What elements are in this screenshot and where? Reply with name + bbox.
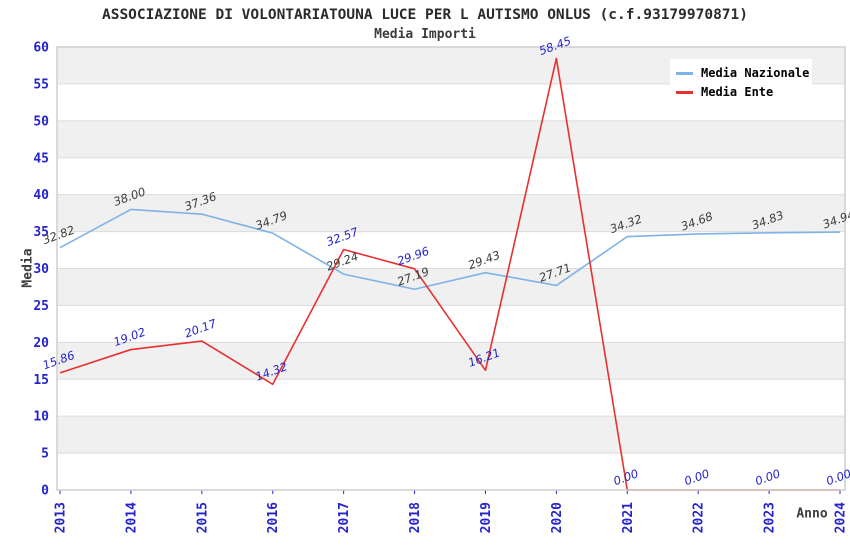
series-line-media-nazionale: [59, 208, 841, 291]
point-label: 0.00: [824, 466, 850, 488]
point-label: 0.00: [682, 466, 711, 488]
y-tick-label: 30: [33, 262, 49, 277]
legend-item-media-ente: Media Ente: [676, 83, 812, 101]
chart-subtitle: Media Importi: [374, 27, 476, 42]
x-tick-label: 2023: [763, 502, 778, 533]
plot-band: [57, 268, 845, 306]
y-tick-label: 0: [41, 484, 49, 499]
legend: Media Nazionale Media Ente: [670, 59, 812, 106]
x-axis-title: Anno: [796, 506, 828, 522]
y-tick-label: 55: [33, 77, 49, 92]
y-tick-label: 60: [33, 41, 49, 56]
y-tick-label: 50: [33, 114, 49, 129]
plot-border: [56, 46, 846, 491]
point-label: 20.17: [183, 316, 219, 341]
x-tick-label: 2021: [621, 502, 636, 533]
x-tick-label: 2014: [124, 502, 139, 533]
x-tick-label: 2020: [550, 502, 565, 533]
y-tick-label: 10: [33, 410, 49, 425]
y-tick-label: 40: [33, 188, 49, 203]
y-tick-label: 45: [33, 151, 49, 166]
x-tick-label: 2022: [692, 502, 707, 533]
point-label: 0.00: [753, 466, 782, 488]
y-tick-label: 35: [33, 225, 49, 240]
y-tick-label: 20: [33, 336, 49, 351]
y-axis-title: Media: [20, 248, 36, 288]
legend-line-swatch-ente: [676, 90, 693, 94]
legend-line-swatch-nazionale: [676, 71, 693, 75]
plot-band: [57, 120, 845, 158]
chart-title: ASSOCIAZIONE DI VOLONTARIATOUNA LUCE PER…: [101, 7, 748, 23]
y-tick-label: 15: [33, 373, 49, 388]
x-tick-label: 2016: [266, 502, 281, 533]
legend-label-nazionale: Media Nazionale: [701, 66, 810, 80]
x-tick-label: 2019: [479, 502, 494, 533]
y-tick-label: 5: [41, 447, 49, 462]
legend-label-ente: Media Ente: [701, 85, 774, 99]
x-tick-label: 2024: [834, 502, 849, 533]
y-tick-label: 25: [33, 299, 49, 314]
x-tick-label: 2015: [195, 502, 210, 533]
x-tick-label: 2018: [408, 502, 423, 533]
plot-band: [57, 342, 845, 380]
x-tick-label: 2013: [54, 502, 69, 533]
plot-band: [57, 416, 845, 454]
x-tick-label: 2017: [337, 502, 352, 533]
legend-item-media-nazionale: Media Nazionale: [676, 64, 812, 82]
